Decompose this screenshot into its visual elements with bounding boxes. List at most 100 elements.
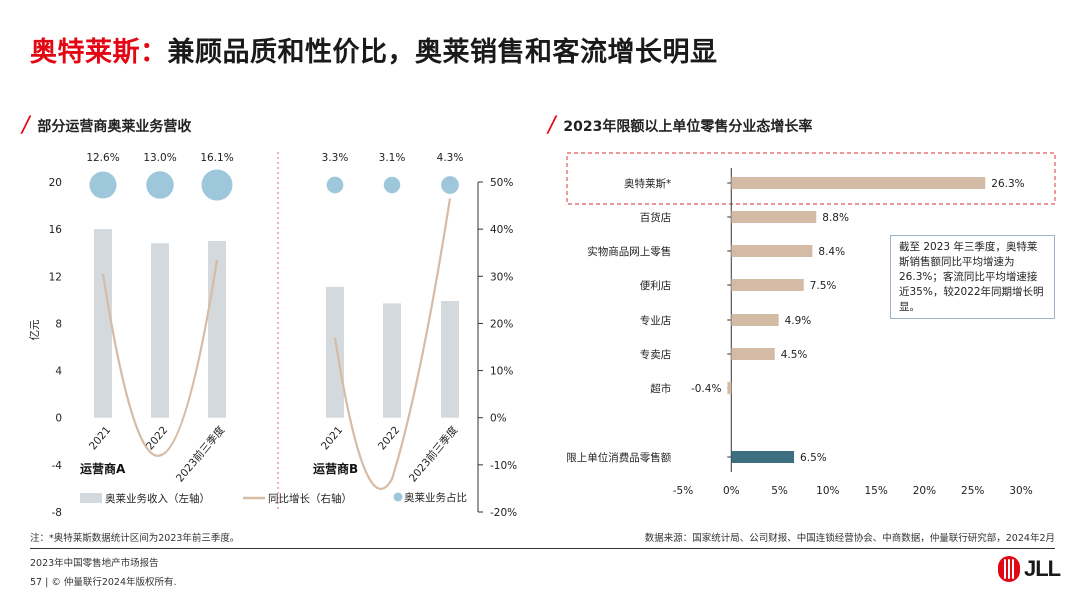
category-label: 2022 bbox=[144, 424, 170, 452]
category-label: 专卖店 bbox=[640, 348, 672, 361]
growth-bar bbox=[731, 177, 986, 189]
revenue-bar bbox=[94, 229, 112, 418]
right-y-tick: 30% bbox=[490, 271, 513, 283]
share-label: 4.3% bbox=[437, 152, 464, 164]
highlight-box bbox=[566, 152, 1056, 205]
share-bubble bbox=[441, 176, 459, 194]
note-box: 截至 2023 年三季度，奥特莱斯销售额同比平均增速为26.3%；客流同比平均增… bbox=[890, 235, 1055, 319]
share-label: 3.3% bbox=[322, 152, 349, 164]
share-label: 12.6% bbox=[86, 152, 119, 164]
share-label: 16.1% bbox=[200, 152, 233, 164]
right-y-tick: 20% bbox=[490, 318, 513, 330]
left-section-title-text: 部分运营商奥莱业务营收 bbox=[37, 119, 192, 135]
value-label: 26.3% bbox=[991, 178, 1024, 190]
footer-report-name: 2023年中国零售地产市场报告 bbox=[30, 558, 159, 569]
share-bubble bbox=[146, 171, 174, 199]
revenue-bar bbox=[441, 301, 459, 418]
share-bubble bbox=[89, 171, 117, 199]
left-y-tick: -4 bbox=[52, 460, 63, 472]
left-section-title: / 部分运营商奥莱业务营收 bbox=[22, 115, 191, 137]
category-label: 2022 bbox=[376, 424, 402, 452]
growth-bar bbox=[731, 451, 795, 463]
footer-divider bbox=[30, 548, 1055, 549]
x-tick-label: 0% bbox=[723, 485, 740, 497]
left-y-tick: 16 bbox=[49, 224, 63, 236]
page-title-rest: 兼顾品质和性价比，奥莱销售和客流增长明显 bbox=[167, 37, 718, 68]
category-label: 限上单位消费品零售额 bbox=[566, 451, 671, 464]
category-label: 实物商品网上零售 bbox=[587, 245, 671, 258]
category-label: 2021 bbox=[319, 424, 345, 452]
value-label: -0.4% bbox=[691, 383, 721, 395]
category-label: 奥特莱斯* bbox=[624, 177, 671, 190]
growth-line bbox=[101, 259, 219, 457]
x-tick-label: 15% bbox=[864, 485, 887, 497]
footer-copyright: 57 | © 仲量联行2024年版权所有. bbox=[30, 577, 177, 588]
growth-bar bbox=[731, 279, 804, 291]
jll-logo: JLL bbox=[998, 556, 1061, 582]
jll-logo-text: JLL bbox=[1024, 556, 1061, 581]
right-section-title: / 2023年限额以上单位零售分业态增长率 bbox=[548, 115, 812, 137]
value-label: 8.4% bbox=[818, 246, 845, 258]
share-bubble bbox=[201, 169, 233, 201]
category-label: 2023前三季度 bbox=[406, 423, 460, 484]
growth-bar bbox=[731, 211, 817, 223]
left-y-tick: 20 bbox=[49, 177, 62, 189]
right-y-tick: 40% bbox=[490, 224, 513, 236]
value-label: 4.9% bbox=[785, 315, 812, 327]
left-y-tick: 12 bbox=[49, 271, 62, 283]
revenue-bar bbox=[208, 240, 226, 418]
jll-logo-mark-icon bbox=[998, 556, 1020, 582]
share-bubble bbox=[383, 176, 401, 194]
x-tick-label: -5% bbox=[673, 485, 693, 497]
slash-icon: / bbox=[548, 113, 556, 138]
legend-label-revenue: 奥莱业务收入（左轴） bbox=[105, 492, 210, 505]
left-y-tick: 4 bbox=[55, 366, 62, 378]
page-title-accent: 奥特莱斯： bbox=[30, 37, 168, 68]
right-y-tick: 50% bbox=[490, 177, 513, 189]
revenue-bar bbox=[326, 286, 344, 418]
x-tick-label: 20% bbox=[913, 485, 936, 497]
x-tick-label: 5% bbox=[771, 485, 788, 497]
right-y-tick: -10% bbox=[490, 460, 517, 472]
growth-bar bbox=[731, 348, 775, 360]
value-label: 7.5% bbox=[810, 280, 837, 292]
revenue-bar bbox=[151, 243, 169, 418]
growth-bar bbox=[731, 314, 779, 326]
page-title: 奥特莱斯：兼顾品质和性价比，奥莱销售和客流增长明显 bbox=[30, 30, 718, 69]
category-label: 2021 bbox=[87, 424, 113, 452]
share-bubble bbox=[326, 176, 344, 194]
category-label: 超市 bbox=[650, 382, 671, 395]
left-y-tick: 0 bbox=[55, 413, 62, 425]
legend-label-share: 奥莱业务占比 bbox=[404, 491, 467, 504]
right-section-title-text: 2023年限额以上单位零售分业态增长率 bbox=[563, 119, 813, 135]
category-label: 百货店 bbox=[640, 211, 672, 224]
category-label: 专业店 bbox=[640, 314, 672, 327]
legend-label-growth: 同比增长（右轴） bbox=[268, 492, 352, 505]
value-label: 4.5% bbox=[781, 349, 808, 361]
growth-bar bbox=[731, 245, 813, 257]
legend-swatch-share bbox=[393, 492, 403, 502]
right-y-tick: -20% bbox=[490, 507, 517, 519]
operator-revenue-chart: -8 -4 0 4 8 12 16 20 -20% -10% 0% 10% 20% 30% 40% 50% 亿元… bbox=[28, 152, 517, 519]
category-label: 2023前三季度 bbox=[173, 423, 227, 484]
growth-bar bbox=[727, 382, 732, 394]
operator-label: 运营商B bbox=[313, 461, 358, 476]
right-y-tick: 10% bbox=[490, 366, 513, 378]
footnote-left: 注：*奥特莱斯数据统计区间为2023年前三季度。 bbox=[30, 533, 240, 544]
revenue-bar bbox=[383, 303, 401, 418]
left-y-tick: 8 bbox=[55, 318, 62, 330]
right-y-tick: 0% bbox=[490, 413, 507, 425]
left-y-tick: -8 bbox=[52, 507, 62, 519]
operator-label: 运营商A bbox=[80, 461, 126, 476]
category-label: 便利店 bbox=[640, 279, 672, 292]
growth-line bbox=[333, 198, 452, 490]
x-tick-label: 25% bbox=[961, 485, 984, 497]
x-tick-label: 10% bbox=[816, 485, 839, 497]
value-label: 8.8% bbox=[822, 212, 849, 224]
x-tick-label: 30% bbox=[1009, 485, 1032, 497]
share-label: 3.1% bbox=[379, 152, 406, 164]
left-y-axis-label: 亿元 bbox=[28, 319, 41, 340]
value-label: 6.5% bbox=[800, 452, 827, 464]
share-label: 13.0% bbox=[143, 152, 176, 164]
retail-growth-chart: 奥特莱斯* 26.3% 百货店 8.8% 实物商品网上零售 8.4% 便利店 7.5% 专业店 4… bbox=[566, 152, 1056, 497]
